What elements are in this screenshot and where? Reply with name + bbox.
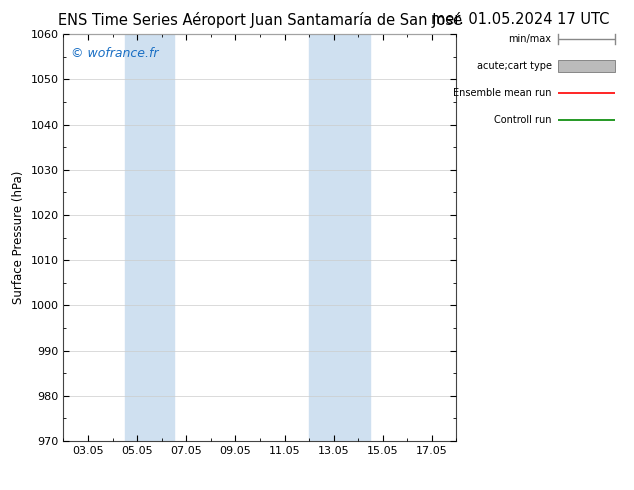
Text: mer. 01.05.2024 17 UTC: mer. 01.05.2024 17 UTC <box>430 12 609 27</box>
Text: Ensemble mean run: Ensemble mean run <box>453 88 552 98</box>
Text: min/max: min/max <box>508 34 552 44</box>
Y-axis label: Surface Pressure (hPa): Surface Pressure (hPa) <box>12 171 25 304</box>
Bar <box>125 34 174 441</box>
Text: Controll run: Controll run <box>494 115 552 125</box>
Bar <box>309 34 370 441</box>
Text: © wofrance.fr: © wofrance.fr <box>71 47 158 59</box>
Text: ENS Time Series Aéroport Juan Santamaría de San José: ENS Time Series Aéroport Juan Santamaría… <box>58 12 462 28</box>
Text: acute;cart type: acute;cart type <box>477 61 552 71</box>
